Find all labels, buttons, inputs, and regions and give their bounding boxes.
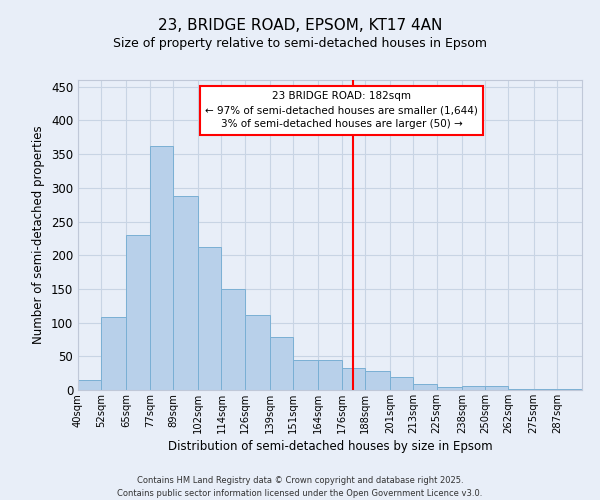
Bar (270, 337, 293, 390)
Bar (557, 388, 582, 390)
Bar (462, 386, 485, 390)
Bar (127, 235, 150, 390)
Bar (413, 384, 437, 390)
Bar (173, 196, 198, 390)
X-axis label: Distribution of semi-detached houses by size in Epsom: Distribution of semi-detached houses by … (167, 440, 493, 453)
Text: Contains HM Land Registry data © Crown copyright and database right 2025.
Contai: Contains HM Land Registry data © Crown c… (118, 476, 482, 498)
Bar (341, 368, 365, 390)
Bar (437, 388, 462, 390)
Bar (390, 376, 413, 390)
Bar (150, 146, 173, 390)
Text: 23 BRIDGE ROAD: 182sqm
← 97% of semi-detached houses are smaller (1,644)
3% of s: 23 BRIDGE ROAD: 182sqm ← 97% of semi-det… (205, 92, 478, 130)
Text: Size of property relative to semi-detached houses in Epsom: Size of property relative to semi-detach… (113, 38, 487, 51)
Bar (365, 371, 390, 390)
Bar (485, 386, 508, 390)
Bar (101, 317, 127, 390)
Bar (293, 360, 319, 390)
Bar (198, 247, 221, 390)
Bar (78, 380, 101, 390)
Bar (508, 388, 533, 390)
Bar (319, 360, 341, 390)
Y-axis label: Number of semi-detached properties: Number of semi-detached properties (32, 126, 46, 344)
Bar (221, 289, 245, 390)
Text: 23, BRIDGE ROAD, EPSOM, KT17 4AN: 23, BRIDGE ROAD, EPSOM, KT17 4AN (158, 18, 442, 32)
Bar (245, 315, 270, 390)
